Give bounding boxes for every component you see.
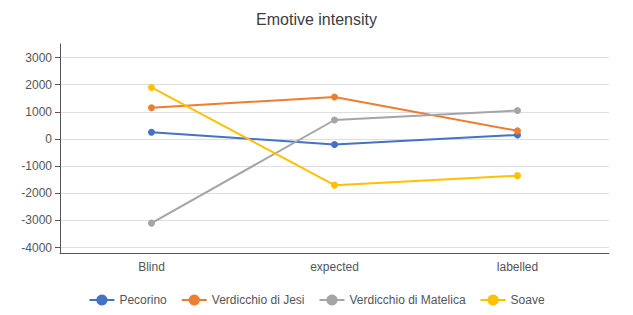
svg-text:labelled: labelled [497,260,538,274]
svg-text:-2000: -2000 [21,186,52,200]
svg-text:-3000: -3000 [21,213,52,227]
svg-text:Emotive intensity: Emotive intensity [256,11,377,28]
svg-text:3000: 3000 [25,51,52,65]
svg-text:-1000: -1000 [21,159,52,173]
svg-text:0: 0 [45,132,52,146]
svg-text:Verdicchio di Matelica: Verdicchio di Matelica [349,293,465,307]
svg-text:Soave: Soave [511,293,545,307]
svg-text:Blind: Blind [138,260,165,274]
svg-text:Verdicchio di Jesi: Verdicchio di Jesi [212,293,305,307]
svg-text:1000: 1000 [25,105,52,119]
svg-text:Pecorino: Pecorino [119,293,167,307]
svg-text:2000: 2000 [25,78,52,92]
svg-text:-4000: -4000 [21,241,52,255]
svg-text:expected: expected [310,260,359,274]
